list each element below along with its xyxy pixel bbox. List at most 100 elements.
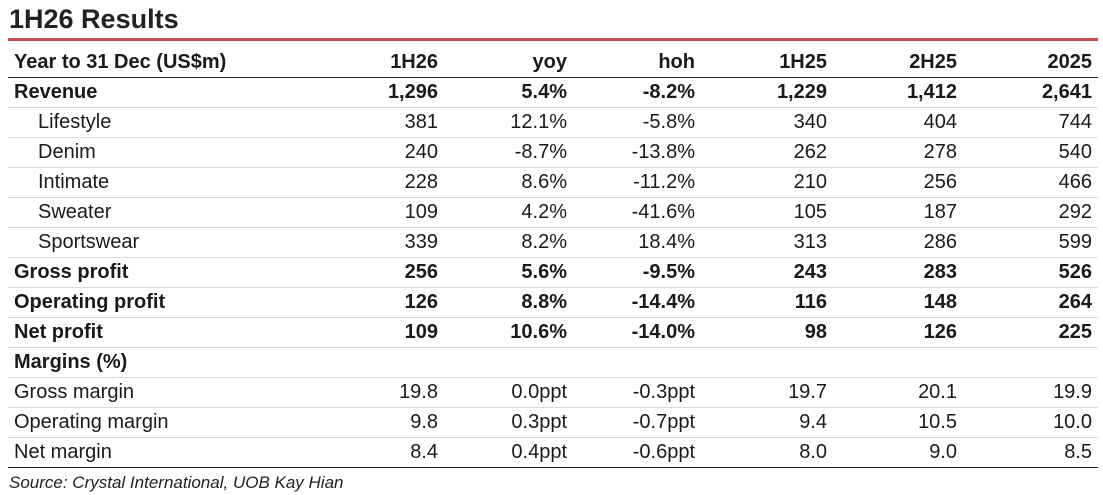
- cell-2h25: 9.0: [833, 437, 963, 468]
- cell-1h26: 1,296: [308, 77, 444, 108]
- cell-yoy: 0.0ppt: [444, 377, 573, 408]
- header-1h25: 1H25: [701, 47, 833, 78]
- cell-yoy: 4.2%: [444, 197, 573, 228]
- cell-hoh: -13.8%: [573, 137, 701, 168]
- cell-2h25: 1,412: [833, 77, 963, 108]
- cell-yoy: [444, 347, 573, 378]
- cell-2h25: 20.1: [833, 377, 963, 408]
- cell-1h25: 243: [701, 257, 833, 288]
- cell-1h26: 19.8: [308, 377, 444, 408]
- header-2025: 2025: [963, 47, 1098, 78]
- cell-1h25: 262: [701, 137, 833, 168]
- table-header-row: Year to 31 Dec (US$m) 1H26 yoy hoh 1H25 …: [8, 47, 1098, 78]
- cell-1h26: 381: [308, 107, 444, 138]
- cell-hoh: -9.5%: [573, 257, 701, 288]
- cell-1h26: 256: [308, 257, 444, 288]
- row-label: Denim: [8, 137, 308, 168]
- cell-1h26: 228: [308, 167, 444, 198]
- cell-2025: 264: [963, 287, 1098, 318]
- cell-hoh: -8.2%: [573, 77, 701, 108]
- table-row: Denim 240 -8.7% -13.8% 262 278 540: [8, 137, 1098, 168]
- header-label: Year to 31 Dec (US$m): [8, 47, 308, 78]
- table-row: Net profit 109 10.6% -14.0% 98 126 225: [8, 317, 1098, 348]
- table-row: Intimate 228 8.6% -11.2% 210 256 466: [8, 167, 1098, 198]
- cell-2025: 540: [963, 137, 1098, 168]
- table-row: Gross profit 256 5.6% -9.5% 243 283 526: [8, 257, 1098, 288]
- row-label: Net profit: [8, 317, 308, 348]
- cell-yoy: 0.3ppt: [444, 407, 573, 438]
- cell-2h25: 256: [833, 167, 963, 198]
- cell-2h25: 148: [833, 287, 963, 318]
- section-label: Margins (%): [8, 347, 308, 378]
- cell-yoy: 8.8%: [444, 287, 573, 318]
- cell-yoy: 8.6%: [444, 167, 573, 198]
- cell-1h26: 240: [308, 137, 444, 168]
- cell-hoh: [573, 347, 701, 378]
- cell-2h25: [833, 347, 963, 378]
- cell-hoh: -5.8%: [573, 107, 701, 138]
- cell-yoy: -8.7%: [444, 137, 573, 168]
- cell-1h26: 126: [308, 287, 444, 318]
- cell-2025: 466: [963, 167, 1098, 198]
- cell-hoh: -14.0%: [573, 317, 701, 348]
- header-yoy: yoy: [444, 47, 573, 78]
- cell-1h25: 116: [701, 287, 833, 318]
- table-row: Net margin 8.4 0.4ppt -0.6ppt 8.0 9.0 8.…: [8, 437, 1098, 468]
- header-2h25: 2H25: [833, 47, 963, 78]
- cell-1h25: 9.4: [701, 407, 833, 438]
- cell-2025: 599: [963, 227, 1098, 258]
- cell-2h25: 283: [833, 257, 963, 288]
- cell-hoh: -0.6ppt: [573, 437, 701, 468]
- cell-1h25: 313: [701, 227, 833, 258]
- cell-yoy: 12.1%: [444, 107, 573, 138]
- cell-1h25: 8.0: [701, 437, 833, 468]
- header-1h26: 1H26: [308, 47, 444, 78]
- row-label: Gross profit: [8, 257, 308, 288]
- table-row: Gross margin 19.8 0.0ppt -0.3ppt 19.7 20…: [8, 377, 1098, 408]
- row-label: Gross margin: [8, 377, 308, 408]
- cell-1h26: 339: [308, 227, 444, 258]
- cell-hoh: -11.2%: [573, 167, 701, 198]
- cell-1h25: 210: [701, 167, 833, 198]
- cell-2h25: 126: [833, 317, 963, 348]
- cell-2025: 19.9: [963, 377, 1098, 408]
- cell-1h25: 1,229: [701, 77, 833, 108]
- row-label: Operating margin: [8, 407, 308, 438]
- source-note: Source: Crystal International, UOB Kay H…: [9, 473, 344, 492]
- cell-1h26: 9.8: [308, 407, 444, 438]
- row-label: Sweater: [8, 197, 308, 228]
- cell-1h25: [701, 347, 833, 378]
- cell-hoh: -41.6%: [573, 197, 701, 228]
- cell-1h26: 8.4: [308, 437, 444, 468]
- table-row: Sweater 109 4.2% -41.6% 105 187 292: [8, 197, 1098, 228]
- cell-2025: 744: [963, 107, 1098, 138]
- cell-yoy: 0.4ppt: [444, 437, 573, 468]
- cell-2h25: 187: [833, 197, 963, 228]
- cell-1h25: 340: [701, 107, 833, 138]
- row-label: Operating profit: [8, 287, 308, 318]
- table-row: Sportswear 339 8.2% 18.4% 313 286 599: [8, 227, 1098, 258]
- cell-2h25: 286: [833, 227, 963, 258]
- table-section-row: Margins (%): [8, 347, 1098, 378]
- cell-2025: 2,641: [963, 77, 1098, 108]
- row-label: Intimate: [8, 167, 308, 198]
- table-row: Revenue 1,296 5.4% -8.2% 1,229 1,412 2,6…: [8, 77, 1098, 108]
- row-label: Revenue: [8, 77, 308, 108]
- cell-hoh: -14.4%: [573, 287, 701, 318]
- cell-1h25: 98: [701, 317, 833, 348]
- header-hoh: hoh: [573, 47, 701, 78]
- row-label: Net margin: [8, 437, 308, 468]
- cell-1h26: [308, 347, 444, 378]
- cell-2025: [963, 347, 1098, 378]
- cell-2h25: 278: [833, 137, 963, 168]
- cell-yoy: 10.6%: [444, 317, 573, 348]
- table-row: Operating margin 9.8 0.3ppt -0.7ppt 9.4 …: [8, 407, 1098, 438]
- cell-yoy: 5.6%: [444, 257, 573, 288]
- cell-1h25: 105: [701, 197, 833, 228]
- row-label: Lifestyle: [8, 107, 308, 138]
- cell-2025: 526: [963, 257, 1098, 288]
- cell-yoy: 8.2%: [444, 227, 573, 258]
- cell-yoy: 5.4%: [444, 77, 573, 108]
- table-row: Operating profit 126 8.8% -14.4% 116 148…: [8, 287, 1098, 318]
- cell-hoh: -0.7ppt: [573, 407, 701, 438]
